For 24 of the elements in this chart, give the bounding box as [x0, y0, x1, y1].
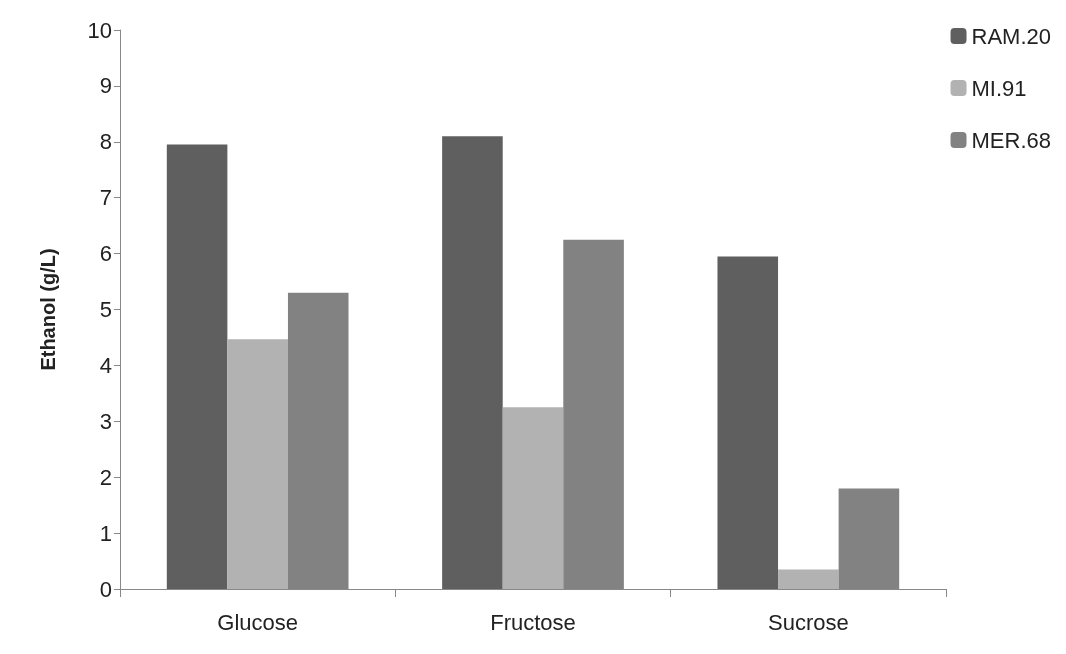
bar: [442, 136, 503, 589]
y-tick-label: 1: [99, 520, 112, 546]
y-tick-label: 5: [99, 297, 112, 322]
bar: [502, 407, 564, 589]
y-tick-label: 2: [99, 464, 112, 490]
y-tick-label: 7: [99, 185, 112, 211]
bar: [778, 569, 839, 589]
bar: [227, 339, 288, 589]
y-tick-label: 9: [99, 73, 112, 99]
x-tick-label: Fructose: [490, 609, 576, 635]
y-tick-label: 8: [99, 129, 112, 155]
y-tick-label: 6: [99, 241, 112, 267]
y-tick-label: 0: [99, 576, 112, 602]
y-axis-title: Ethanol (g/L): [37, 248, 59, 371]
legend-label: MI.91: [971, 75, 1027, 101]
x-tick-label: Sucrose: [767, 609, 849, 635]
x-tick-label: Glucose: [217, 609, 299, 635]
bar: [717, 256, 779, 589]
y-tick-label: 4: [99, 352, 112, 378]
bar: [166, 144, 228, 589]
y-tick-label: 3: [99, 408, 112, 434]
y-tick-label: 10: [87, 17, 112, 43]
legend-label: MER.68: [971, 127, 1052, 153]
legend-label: RAM.20: [971, 23, 1052, 49]
